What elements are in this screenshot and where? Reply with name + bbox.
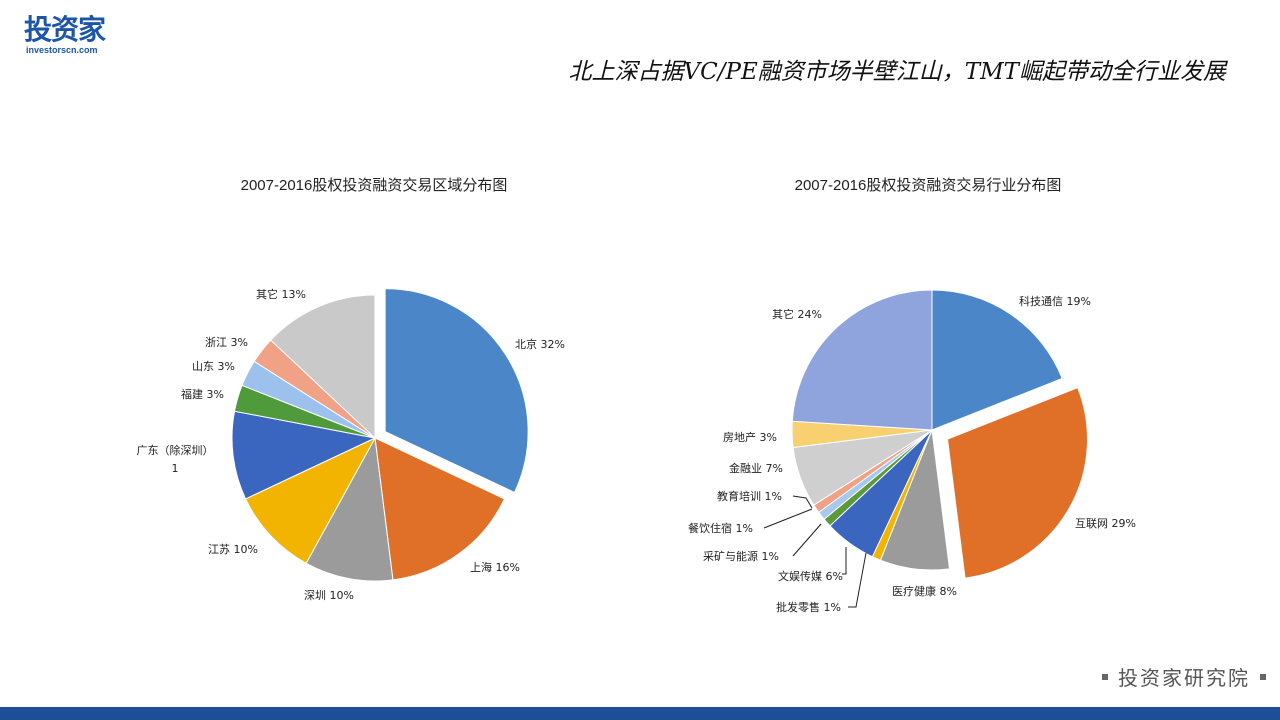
leader-line [842, 547, 847, 575]
leader-line [792, 523, 822, 557]
data-label: 房地产 3% [723, 430, 777, 444]
page-title: 北上深占据VC/PE融资市场半壁江山，TMT崛起带动全行业发展 [568, 59, 1226, 85]
pie-slice [931, 289, 1063, 431]
logo-wordmark: 投资家 [24, 13, 106, 46]
pie-slice [384, 288, 529, 494]
data-label: 其它 13% [256, 287, 306, 301]
data-label: 批发零售 1% [776, 600, 841, 614]
data-label: 教育培训 1% [717, 489, 782, 503]
data-label: 北京 32% [515, 337, 565, 351]
bullet-square-icon [1102, 673, 1108, 680]
logo-domain: investorscn.com [26, 45, 98, 55]
pie-slice [270, 294, 376, 440]
data-label-line: 1 [172, 462, 179, 475]
pie-slice [244, 436, 377, 564]
data-label: 采矿与能源 1% [703, 549, 779, 563]
data-label: 深圳 10% [304, 589, 354, 602]
data-label: 餐饮住宿 1% [688, 521, 753, 535]
data-label: 其它 24% [772, 307, 822, 321]
data-label: 广东（除深圳） 1 [137, 443, 214, 475]
leader-line [792, 495, 813, 509]
logo: 投资家 investorscn.com [24, 14, 124, 58]
footer-brand: 投资家研究院 [1102, 662, 1266, 691]
bullet-square-icon [1260, 673, 1266, 680]
data-label-line: 广东（除深圳） [137, 443, 214, 457]
data-label: 文娱传媒 6% [778, 569, 843, 583]
footer-bar [0, 707, 1280, 720]
industry-chart-title: 2007-2016股权投资融资交易行业分布图 [794, 177, 1062, 194]
pie-slice [946, 386, 1088, 579]
data-label: 浙江 3% [205, 336, 248, 349]
pie-slice [305, 436, 394, 582]
footer-brand-text: 投资家研究院 [1118, 666, 1250, 690]
data-label: 江苏 10% [208, 543, 258, 556]
data-label: 福建 3% [181, 387, 224, 401]
pie-slice [374, 437, 506, 581]
pie-slice [231, 410, 377, 500]
leader-line [763, 508, 813, 529]
data-label: 金融业 7% [729, 461, 783, 475]
leader-line [848, 552, 867, 608]
region-chart-title: 2007-2016股权投资融资交易区域分布图 [240, 177, 508, 194]
data-label: 医疗健康 8% [892, 584, 957, 598]
data-label: 互联网 29% [1075, 517, 1136, 530]
data-label: 科技通信 19% [1019, 294, 1091, 308]
data-label: 上海 16% [470, 560, 520, 574]
pie-slice [791, 289, 933, 431]
data-label: 山东 3% [192, 360, 235, 373]
